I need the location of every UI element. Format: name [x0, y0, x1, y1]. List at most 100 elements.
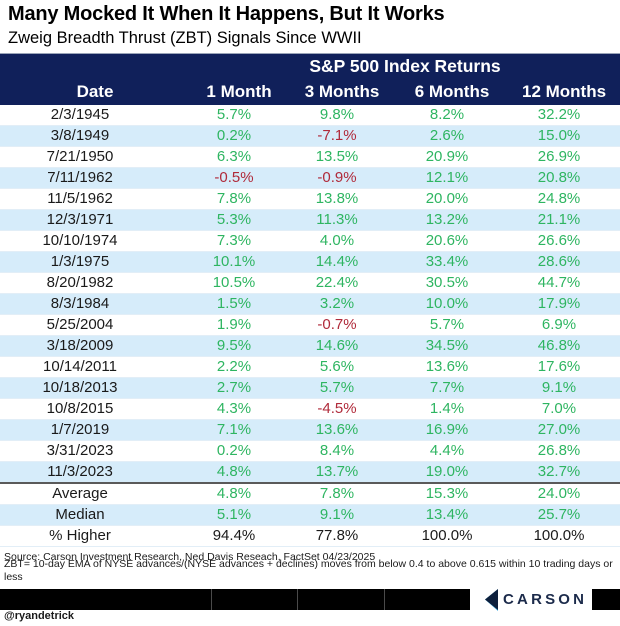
cell-m12: 24.8%	[508, 188, 620, 210]
cell-m12: 7.0%	[508, 398, 620, 420]
cell-date: 8/20/1982	[0, 272, 190, 294]
cell-summary-m3: 77.8%	[288, 525, 396, 547]
cell-m1: 5.3%	[190, 209, 288, 231]
table-row: 11/3/2023 4.8% 13.7% 19.0% 32.7%	[0, 461, 620, 484]
cell-summary-m3: 9.1%	[288, 504, 396, 526]
cell-m12: 17.6%	[508, 356, 620, 378]
title-block: Many Mocked It When It Happens, But It W…	[0, 0, 620, 49]
cell-summary-label: Average	[0, 482, 190, 505]
cell-m1: 7.8%	[190, 188, 288, 210]
cell-date: 3/8/1949	[0, 125, 190, 147]
cell-m3: 14.6%	[288, 335, 396, 357]
cell-m12: 26.8%	[508, 440, 620, 462]
cell-m12: 46.8%	[508, 335, 620, 357]
table-body: 2/3/1945 5.7% 9.8% 8.2% 32.2% 3/8/1949 0.2% -7.…	[0, 105, 620, 547]
col-header-1-month: 1 Month	[190, 79, 288, 105]
cell-date: 12/3/1971	[0, 209, 190, 231]
cell-date: 2/3/1945	[0, 105, 190, 126]
cell-summary-m1: 4.8%	[190, 482, 288, 505]
cell-m1: 0.2%	[190, 125, 288, 147]
social-handle: @ryandetrick	[4, 610, 75, 622]
cell-m1: 7.3%	[190, 230, 288, 252]
cell-m12: 17.9%	[508, 293, 620, 315]
cell-m12: 27.0%	[508, 419, 620, 441]
footnote: ZBT= 10-day EMA of NYSE advances/(NYSE a…	[4, 558, 613, 583]
cell-summary-m6: 13.4%	[396, 504, 508, 526]
cell-date: 11/3/2023	[0, 461, 190, 484]
cell-m12: 9.1%	[508, 377, 620, 399]
cell-summary-m1: 5.1%	[190, 504, 288, 526]
cell-m12: 26.9%	[508, 146, 620, 168]
table-row: 2/3/1945 5.7% 9.8% 8.2% 32.2%	[0, 105, 620, 126]
cell-m6: 10.0%	[396, 293, 508, 315]
cell-m3: -4.5%	[288, 398, 396, 420]
cell-m1: 4.3%	[190, 398, 288, 420]
cell-m12: 32.2%	[508, 105, 620, 126]
footer-logo-background	[470, 589, 592, 610]
cell-date: 10/18/2013	[0, 377, 190, 399]
cell-date: 7/21/1950	[0, 146, 190, 168]
cell-m12: 20.8%	[508, 167, 620, 189]
cell-date: 3/31/2023	[0, 440, 190, 462]
cell-m12: 15.0%	[508, 125, 620, 147]
cell-m3: 3.2%	[288, 293, 396, 315]
cell-m1: 7.1%	[190, 419, 288, 441]
cell-date: 10/14/2011	[0, 356, 190, 378]
cell-m6: 20.9%	[396, 146, 508, 168]
group-header-spacer	[0, 54, 190, 79]
cell-m1: 2.7%	[190, 377, 288, 399]
cell-m3: 13.8%	[288, 188, 396, 210]
cell-m6: 16.9%	[396, 419, 508, 441]
cell-m1: 10.1%	[190, 251, 288, 273]
cell-date: 1/7/2019	[0, 419, 190, 441]
cell-summary-m12: 25.7%	[508, 504, 620, 526]
cell-m12: 32.7%	[508, 461, 620, 484]
cell-m6: 8.2%	[396, 105, 508, 126]
cell-m6: 12.1%	[396, 167, 508, 189]
table-summary-row: % Higher 94.4% 77.8% 100.0% 100.0%	[0, 525, 620, 547]
cell-m1: 1.5%	[190, 293, 288, 315]
table-summary-row: Median 5.1% 9.1% 13.4% 25.7%	[0, 504, 620, 526]
cell-m12: 6.9%	[508, 314, 620, 336]
cell-m3: 13.7%	[288, 461, 396, 484]
table-column-header-row: Date 1 Month 3 Months 6 Months 12 Months	[0, 79, 620, 105]
page-subtitle: Zweig Breadth Thrust (ZBT) Signals Since…	[8, 29, 362, 47]
table-row: 8/20/1982 10.5% 22.4% 30.5% 44.7%	[0, 272, 620, 294]
cell-m3: 13.5%	[288, 146, 396, 168]
table-row: 3/31/2023 0.2% 8.4% 4.4% 26.8%	[0, 440, 620, 462]
col-header-6-months: 6 Months	[396, 79, 508, 105]
cell-m6: 1.4%	[396, 398, 508, 420]
table-header: S&P 500 Index Returns Date 1 Month 3 Mon…	[0, 54, 620, 105]
table-summary-row: Average 4.8% 7.8% 15.3% 24.0%	[0, 482, 620, 505]
table-row: 11/5/1962 7.8% 13.8% 20.0% 24.8%	[0, 188, 620, 210]
cell-m1: 10.5%	[190, 272, 288, 294]
cell-m3: 4.0%	[288, 230, 396, 252]
cell-m1: -0.5%	[190, 167, 288, 189]
table-row: 3/18/2009 9.5% 14.6% 34.5% 46.8%	[0, 335, 620, 357]
cell-date: 11/5/1962	[0, 188, 190, 210]
table-row: 10/14/2011 2.2% 5.6% 13.6% 17.6%	[0, 356, 620, 378]
cell-m12: 21.1%	[508, 209, 620, 231]
cell-m12: 44.7%	[508, 272, 620, 294]
cell-date: 10/8/2015	[0, 398, 190, 420]
cell-m6: 20.6%	[396, 230, 508, 252]
cell-m3: 14.4%	[288, 251, 396, 273]
cell-m6: 5.7%	[396, 314, 508, 336]
table-row: 10/10/1974 7.3% 4.0% 20.6% 26.6%	[0, 230, 620, 252]
cell-summary-m3: 7.8%	[288, 482, 396, 505]
cell-m3: 11.3%	[288, 209, 396, 231]
footer-gridline	[384, 589, 385, 610]
carson-chevron-icon	[485, 589, 498, 611]
cell-m6: 4.4%	[396, 440, 508, 462]
col-header-3-months: 3 Months	[288, 79, 396, 105]
cell-m3: 5.6%	[288, 356, 396, 378]
table-group-header-row: S&P 500 Index Returns	[0, 54, 620, 79]
cell-m6: 13.6%	[396, 356, 508, 378]
table-row: 7/11/1962 -0.5% -0.9% 12.1% 20.8%	[0, 167, 620, 189]
cell-date: 3/18/2009	[0, 335, 190, 357]
cell-summary-label: % Higher	[0, 525, 190, 547]
table-row: 1/7/2019 7.1% 13.6% 16.9% 27.0%	[0, 419, 620, 441]
group-header-label: S&P 500 Index Returns	[190, 54, 620, 79]
table-row: 10/18/2013 2.7% 5.7% 7.7% 9.1%	[0, 377, 620, 399]
cell-m12: 28.6%	[508, 251, 620, 273]
